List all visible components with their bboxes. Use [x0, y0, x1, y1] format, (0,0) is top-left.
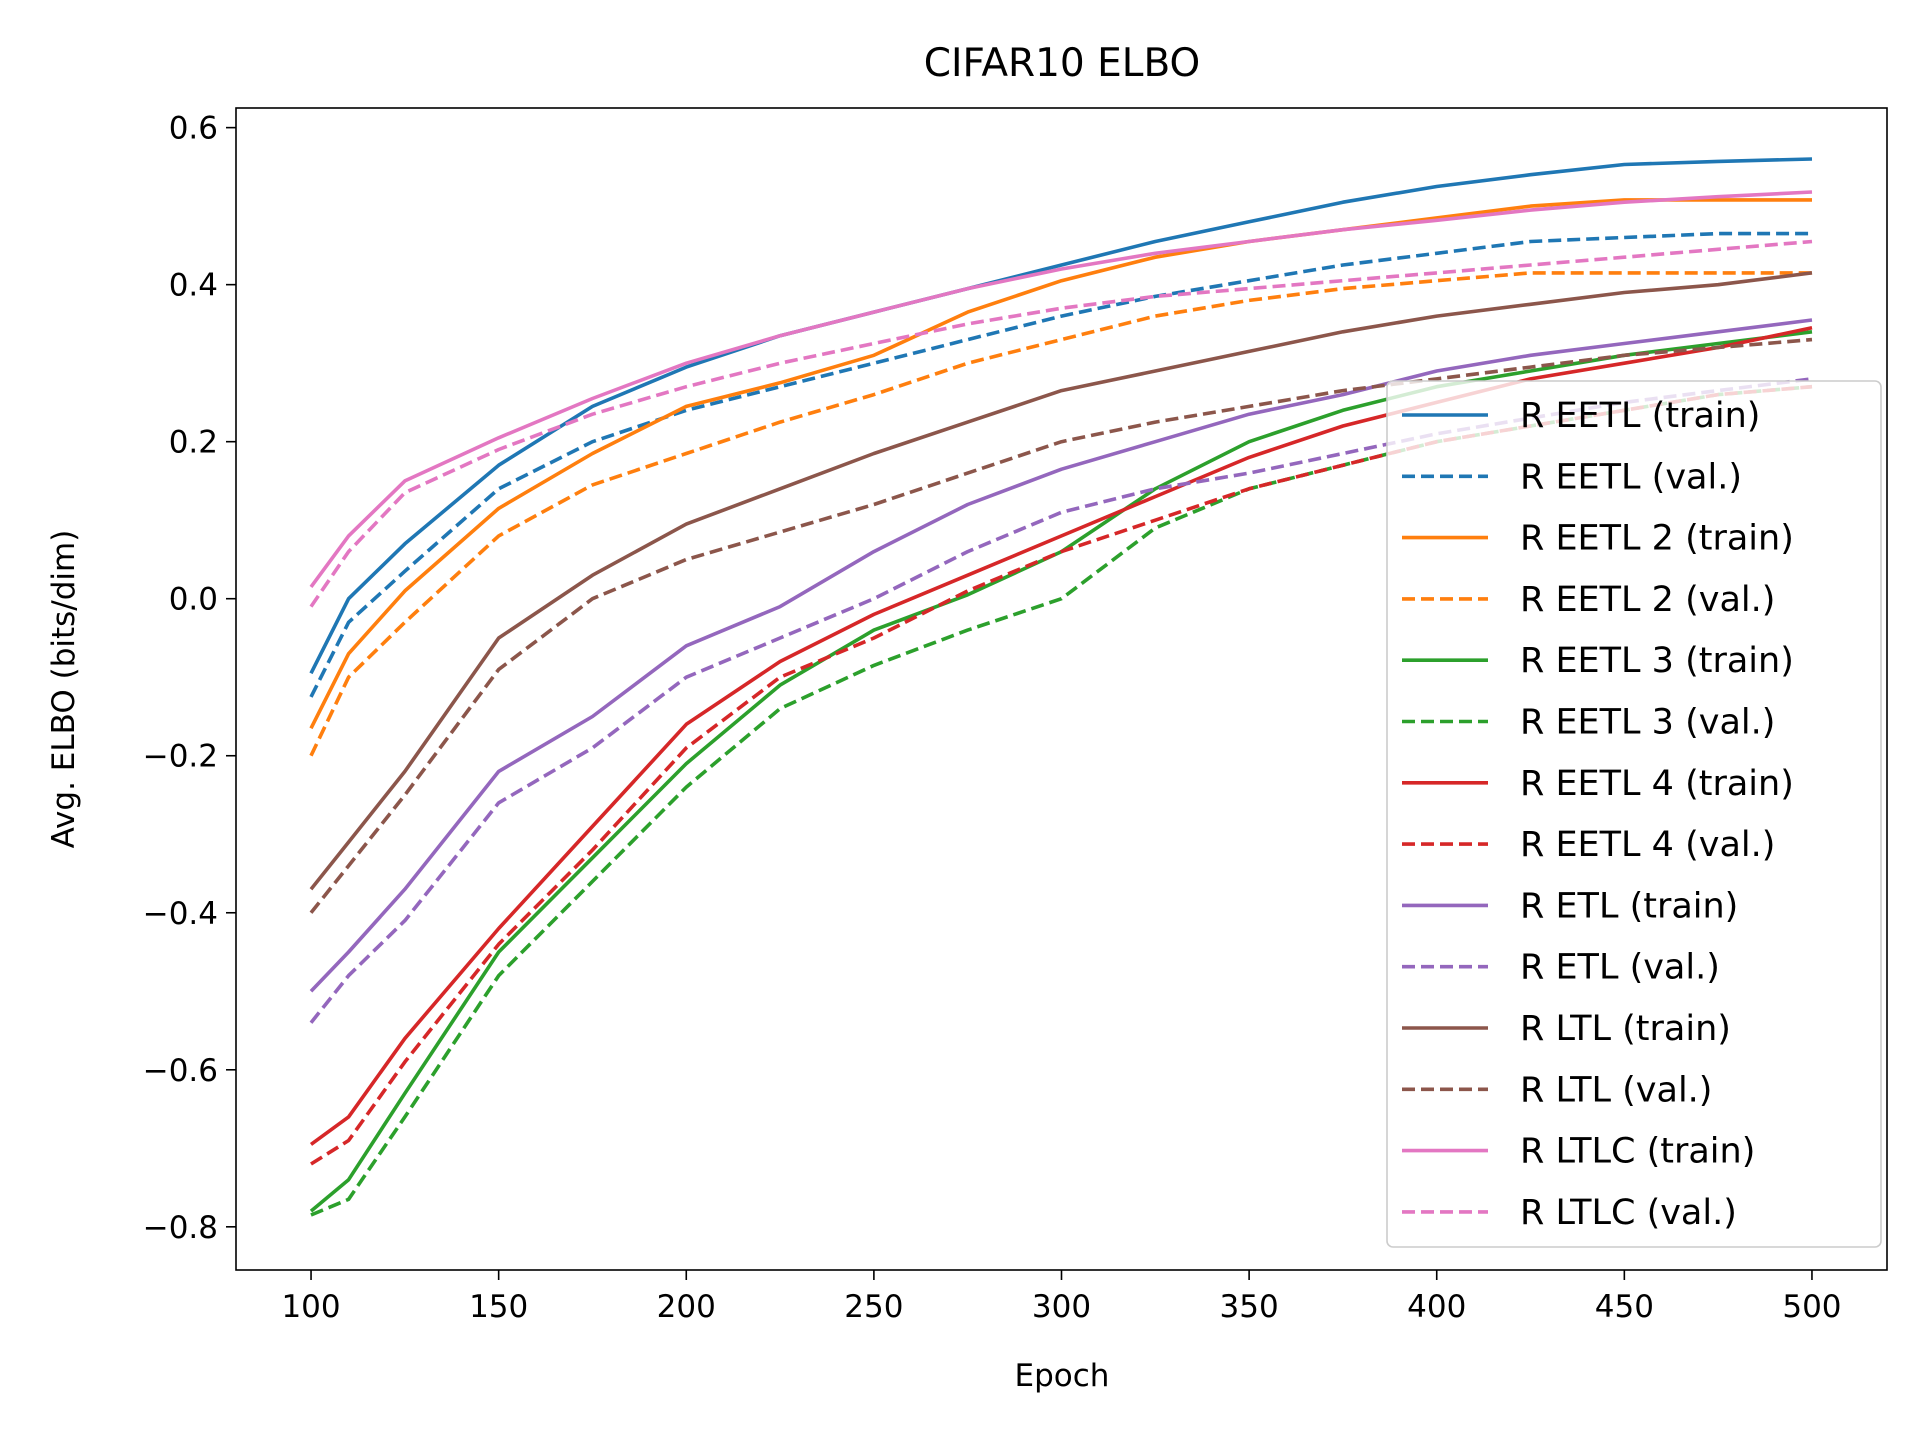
series-line-2	[309, 198, 1812, 730]
series-line-0	[309, 157, 1813, 675]
y-tick-label: −0.4	[143, 896, 218, 932]
legend-label: R EETL (train)	[1520, 396, 1760, 436]
plot-area: 100 150 200 250 300 350 400 450 500 −0.8 −0.6 −0.4…	[143, 107, 1888, 1325]
x-tick-label: 250	[844, 1289, 903, 1325]
legend-label: R LTL (val.)	[1520, 1070, 1712, 1110]
x-axis-label: Epoch	[1015, 1358, 1110, 1394]
legend-label: R ETL (train)	[1520, 886, 1738, 926]
y-tick-label: −0.8	[143, 1210, 218, 1246]
legend-label: R LTLC (val.)	[1520, 1193, 1737, 1233]
y-tick-label: 0.6	[169, 111, 218, 147]
series-line-1	[309, 231, 1812, 698]
series-line-3	[309, 271, 1812, 757]
legend-label: R ETL (val.)	[1520, 948, 1720, 988]
legend-label: R EETL 4 (train)	[1520, 764, 1794, 804]
y-tick-label: −0.2	[143, 739, 218, 775]
x-tick-label: 150	[469, 1289, 528, 1325]
series-line-6	[309, 326, 1813, 1146]
y-tick-label: 0.4	[169, 268, 218, 304]
y-axis-label: Avg. ELBO (bits/dim)	[46, 530, 82, 849]
legend-label: R EETL 3 (val.)	[1520, 703, 1775, 743]
x-tick-label: 350	[1220, 1289, 1279, 1325]
series-line-11	[309, 337, 1813, 914]
x-tick-label: 300	[1032, 1289, 1091, 1325]
x-tick-label: 100	[281, 1289, 340, 1325]
legend-label: R LTLC (train)	[1520, 1132, 1755, 1172]
x-tick-label: 450	[1595, 1289, 1654, 1325]
series-line-9	[309, 377, 1813, 1024]
series-line-10	[309, 271, 1813, 891]
legend: R EETL (train) R EETL (val.) R EETL 2 (tra…	[1386, 380, 1882, 1248]
legend-box	[1386, 380, 1882, 1248]
legend-label: R LTL (train)	[1520, 1009, 1731, 1049]
y-tick-label: 0.0	[169, 582, 218, 618]
x-tick-label: 200	[657, 1289, 716, 1325]
x-axis: 100 150 200 250 300 350 400 450 500	[281, 1270, 1842, 1325]
y-tick-label: 0.2	[169, 425, 218, 461]
legend-label: R EETL 2 (train)	[1520, 519, 1794, 559]
chart-title: CIFAR10 ELBO	[924, 41, 1201, 86]
legend-label: R EETL (val.)	[1520, 457, 1742, 497]
series-line-12	[309, 190, 1813, 588]
series-line-13	[309, 239, 1813, 608]
x-tick-label: 400	[1407, 1289, 1466, 1325]
legend-label: R EETL 3 (train)	[1520, 641, 1794, 681]
legend-label: R EETL 2 (val.)	[1520, 580, 1775, 620]
legend-label: R EETL 4 (val.)	[1520, 825, 1775, 865]
y-axis: −0.8 −0.6 −0.4 −0.2 0.0 0.2 0.4 0.6	[143, 111, 236, 1246]
series-lines	[309, 157, 1813, 1217]
y-tick-label: −0.6	[143, 1053, 218, 1089]
x-tick-label: 500	[1782, 1289, 1841, 1325]
series-line-8	[309, 318, 1813, 993]
